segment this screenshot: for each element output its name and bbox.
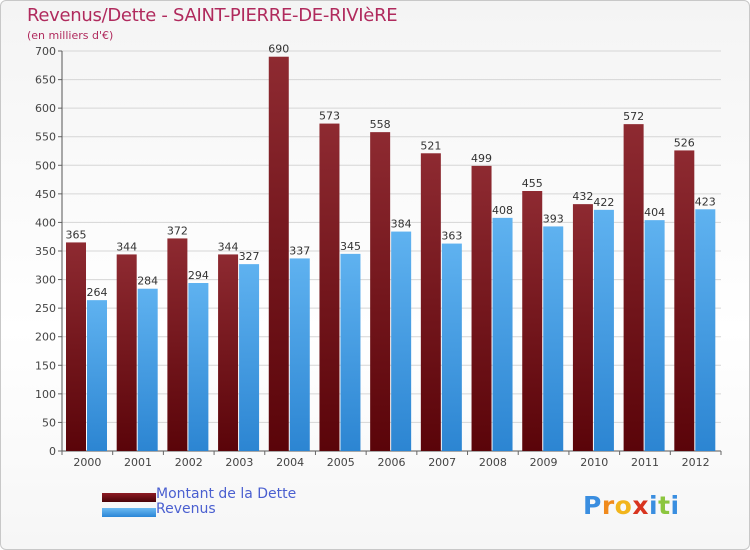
data-label-revenue: 294 (188, 269, 209, 282)
y-tick-label: 250 (35, 302, 56, 315)
data-label-revenue: 384 (391, 218, 412, 231)
y-tick-label: 300 (35, 274, 56, 287)
bar-revenue (492, 217, 513, 451)
x-tick-label: 2005 (327, 456, 355, 469)
bar-debt (218, 254, 239, 451)
y-tick-label: 150 (35, 359, 56, 372)
x-tick-label: 2007 (428, 456, 456, 469)
x-tick-label: 2006 (378, 456, 406, 469)
y-tick-label: 200 (35, 331, 56, 344)
data-label-revenue: 363 (441, 230, 462, 243)
data-label-debt: 521 (420, 139, 441, 152)
legend-swatch-revenue (102, 508, 156, 517)
bar-revenue (239, 264, 260, 451)
bar-revenue (137, 288, 158, 451)
legend-label-revenue: Revenus (156, 501, 216, 517)
bar-debt (268, 56, 289, 451)
y-tick-label: 0 (49, 445, 56, 458)
data-label-debt: 573 (319, 110, 340, 123)
data-label-debt: 526 (674, 136, 695, 149)
logo-letter: x (632, 491, 649, 520)
bar-revenue (593, 209, 614, 451)
y-tick-label: 350 (35, 245, 56, 258)
logo-letter: i (670, 491, 680, 520)
data-label-debt: 690 (268, 43, 289, 56)
data-label-debt: 499 (471, 152, 492, 165)
data-label-debt: 372 (167, 224, 188, 237)
y-tick-label: 450 (35, 188, 56, 201)
bar-revenue (340, 253, 361, 451)
logo-letter: P (583, 491, 602, 520)
x-tick-label: 2001 (124, 456, 152, 469)
x-tick-label: 2012 (682, 456, 710, 469)
proxiti-logo: Proxiti (583, 491, 680, 520)
data-label-revenue: 404 (644, 206, 665, 219)
y-tick-label: 550 (35, 131, 56, 144)
bar-revenue (543, 226, 564, 451)
x-tick-label: 2004 (276, 456, 304, 469)
bar-revenue (188, 283, 209, 451)
x-tick-label: 2008 (479, 456, 507, 469)
data-label-revenue: 345 (340, 240, 361, 253)
bar-debt (370, 132, 391, 451)
y-tick-label: 100 (35, 388, 56, 401)
data-label-debt: 344 (218, 240, 239, 253)
bar-revenue (391, 231, 412, 451)
data-label-revenue: 284 (137, 275, 158, 288)
y-tick-label: 700 (35, 45, 56, 58)
bar-revenue (644, 220, 665, 451)
legend-swatch-debt (102, 493, 156, 502)
bar-revenue (87, 300, 107, 451)
x-tick-label: 2003 (225, 456, 253, 469)
y-tick-label: 650 (35, 74, 56, 87)
data-label-revenue: 393 (543, 212, 564, 225)
bar-revenue (441, 243, 462, 451)
x-tick-label: 2000 (73, 456, 101, 469)
data-label-debt: 432 (572, 190, 593, 203)
data-label-revenue: 327 (239, 250, 260, 263)
x-tick-label: 2009 (530, 456, 558, 469)
x-tick-label: 2002 (175, 456, 203, 469)
legend-label-debt: Montant de la Dette (156, 486, 297, 502)
data-label-revenue: 422 (593, 196, 614, 209)
data-label-debt: 558 (370, 118, 391, 131)
bar-debt (572, 204, 593, 451)
data-label-revenue: 264 (87, 286, 108, 299)
bar-revenue (289, 258, 310, 451)
y-tick-label: 400 (35, 216, 56, 229)
y-tick-label: 50 (42, 416, 56, 429)
logo-letter: i (649, 491, 659, 520)
data-label-debt: 344 (116, 240, 137, 253)
chart-title: Revenus/Dette - SAINT-PIERRE-DE-RIVIèRE (27, 5, 398, 26)
bar-debt (471, 165, 492, 451)
bar-debt (66, 242, 86, 451)
data-label-debt: 572 (623, 110, 644, 123)
bar-debt (623, 124, 644, 452)
bar-debt (522, 191, 543, 451)
x-tick-label: 2011 (631, 456, 659, 469)
logo-letter: o (614, 491, 633, 520)
logo-letter: t (658, 491, 671, 520)
y-tick-label: 600 (35, 102, 56, 115)
bar-debt (420, 153, 441, 452)
data-label-revenue: 337 (289, 244, 310, 257)
bar-debt (116, 254, 137, 451)
bar-debt (319, 123, 340, 452)
logo-letter: r (601, 491, 615, 520)
data-label-revenue: 423 (695, 195, 716, 208)
bar-revenue (695, 209, 716, 451)
chart-subtitle: (en milliers d'€) (27, 29, 114, 42)
y-tick-label: 500 (35, 159, 56, 172)
bar-debt (674, 150, 695, 451)
data-label-debt: 365 (66, 228, 87, 241)
data-label-revenue: 408 (492, 204, 513, 217)
data-label-debt: 455 (522, 177, 543, 190)
x-tick-label: 2010 (580, 456, 608, 469)
bar-debt (167, 238, 188, 451)
